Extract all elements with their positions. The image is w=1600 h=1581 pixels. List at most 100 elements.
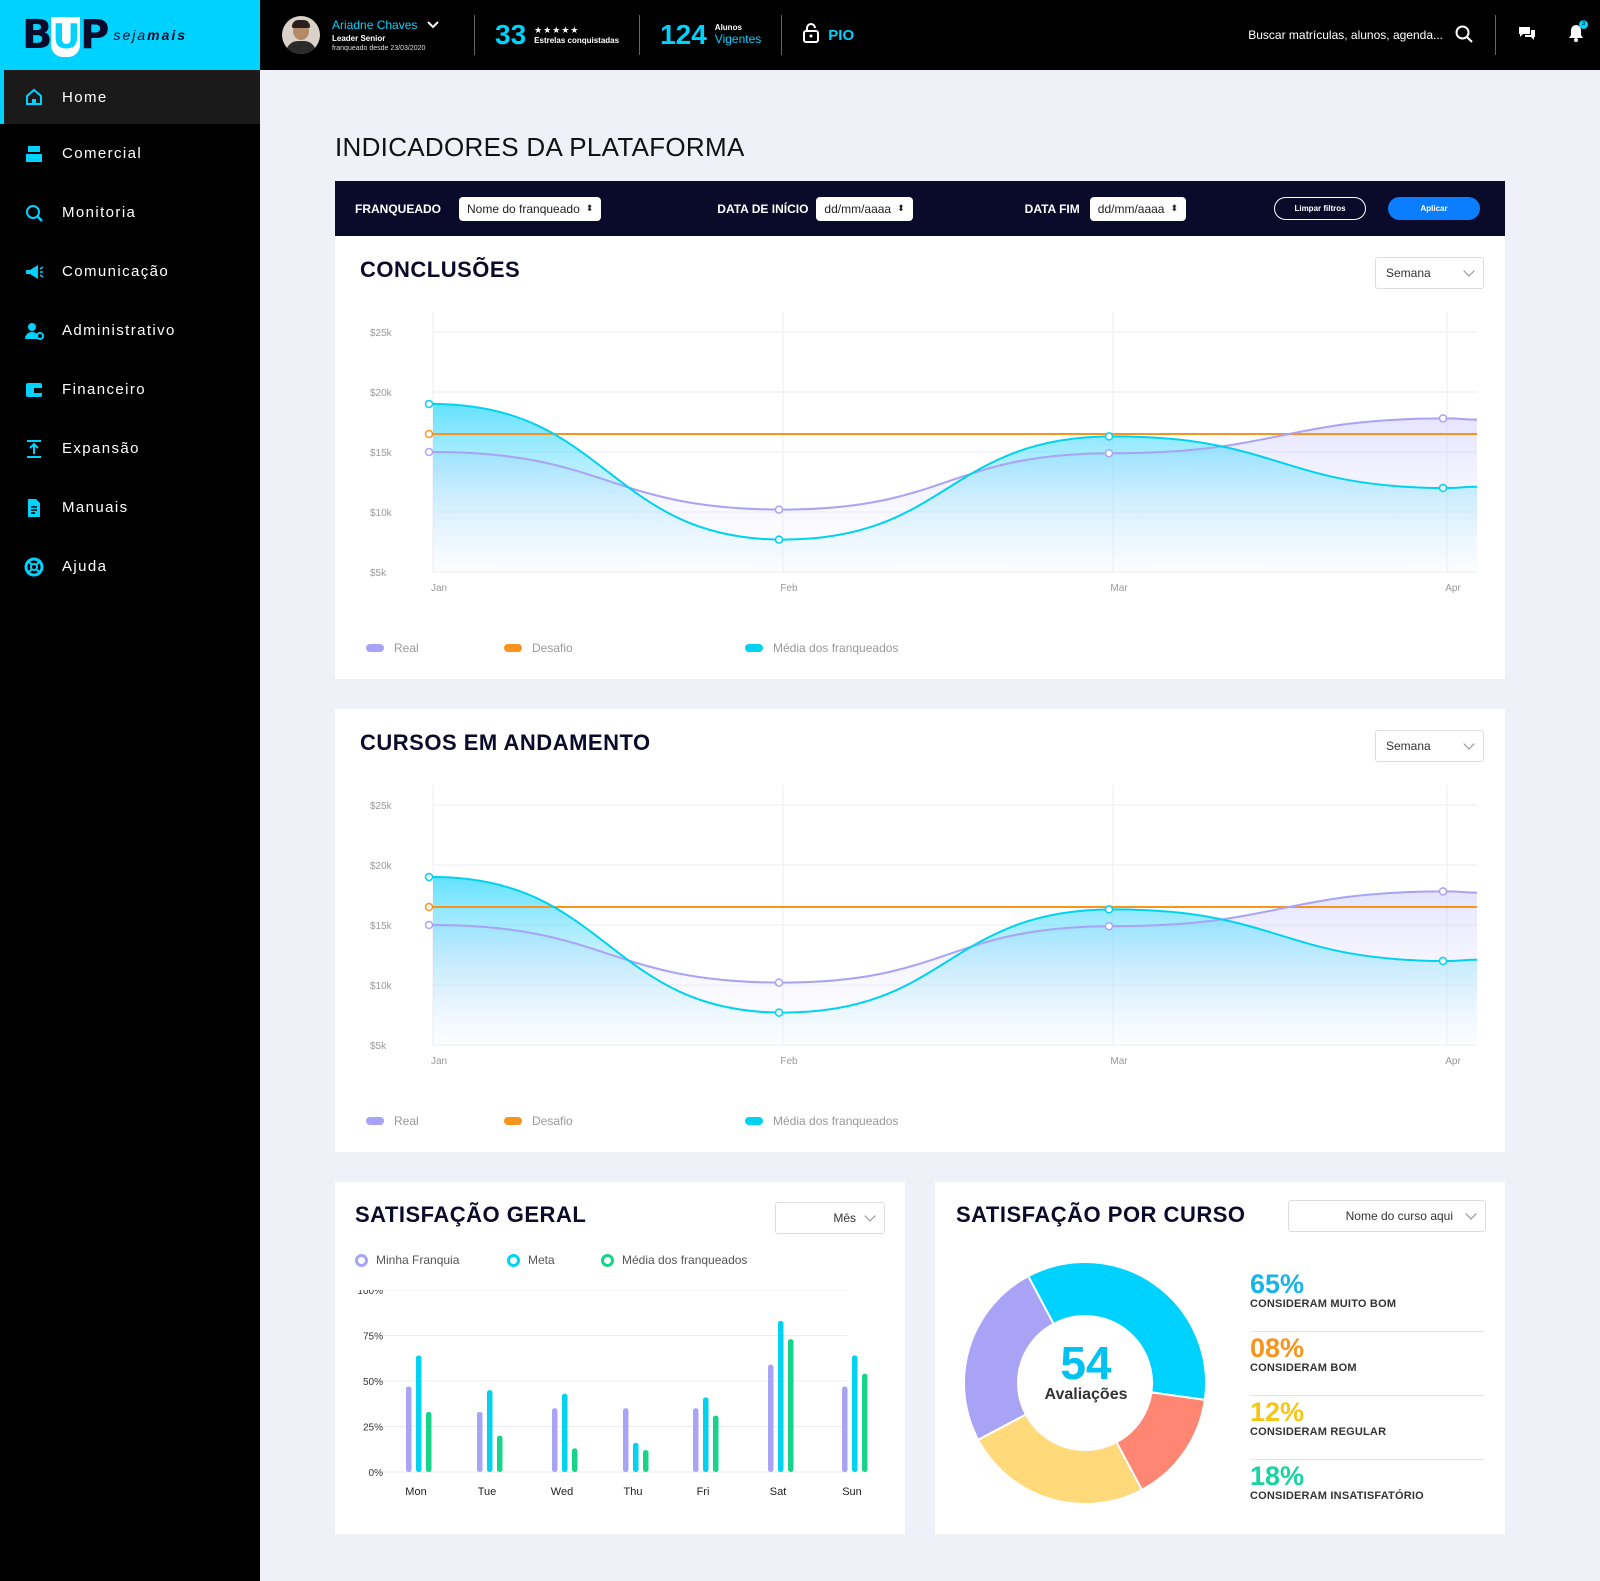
y-tick-label: $5k [370, 1041, 387, 1052]
star-icons: ★★★★★ [534, 25, 580, 35]
desafio-point [424, 902, 434, 912]
bar [788, 1339, 794, 1472]
updown-icon: ⬍ [897, 203, 905, 213]
lock-icon [802, 22, 820, 48]
bar [693, 1408, 699, 1472]
sidebar-item-home[interactable]: Home [0, 70, 260, 124]
bar [713, 1415, 719, 1472]
satisfacao-geral-card [335, 1182, 905, 1534]
search-box[interactable]: Buscar matrículas, alunos, agenda... [1248, 25, 1473, 46]
franqueado-select[interactable]: Nome do franqueado ⬍ [459, 196, 602, 221]
satisfaction-item: 65% CONSIDERAM MUITO BOM [1250, 1268, 1484, 1332]
sidebar-item-financeiro[interactable]: Financeiro [0, 360, 260, 419]
sidebar-item-label: Expansão [62, 440, 140, 457]
y-tick-label: $15k [370, 921, 393, 932]
conclusoes-period-select[interactable]: Semana [1375, 257, 1484, 289]
bar [416, 1355, 422, 1472]
search-input[interactable]: Buscar matrículas, alunos, agenda... [1248, 28, 1443, 42]
updown-icon: ⬍ [585, 203, 594, 213]
sidebar-item-comunicacao[interactable]: Comunicação [0, 242, 260, 301]
media-point [1438, 956, 1448, 966]
cursos-legend: Real Desafio Média dos franqueados [366, 1114, 898, 1128]
fim-value: dd/mm/aaaa [1097, 201, 1165, 216]
real-line [432, 417, 1478, 511]
apply-button[interactable]: Aplicar [1388, 197, 1481, 220]
chat-icon[interactable] [1518, 25, 1536, 46]
sidebar-item-manuais[interactable]: Manuais [0, 478, 260, 537]
chevron-down-icon [1465, 1208, 1477, 1220]
satisfaction-item: 12% CONSIDERAM REGULAR [1250, 1396, 1484, 1460]
y-tick-label: 100% [357, 1290, 383, 1297]
avatar[interactable] [282, 16, 320, 54]
desafio-point [424, 429, 434, 439]
user-menu[interactable]: Ariadne Chaves Leader Senior franqueado … [332, 18, 452, 52]
bar [623, 1408, 629, 1472]
inicio-value: dd/mm/aaaa [824, 201, 892, 216]
legend-desafio: Desafio [504, 641, 745, 655]
cursos-period-select[interactable]: Semana [1375, 730, 1484, 762]
search-icon[interactable] [1443, 25, 1473, 46]
satisfaction-label: CONSIDERAM MUITO BOM [1250, 1298, 1397, 1310]
sidebar-nav: Home Comercial Monitoria Comunicação Adminis… [0, 70, 260, 596]
bell-icon[interactable]: 3 [1568, 19, 1588, 47]
sidebar-item-label: Financeiro [62, 381, 147, 398]
x-tick-label: Jan [431, 583, 447, 594]
divider [639, 15, 641, 55]
period-value: Mês [833, 1211, 856, 1225]
satisfacao-period-select[interactable]: Mês [775, 1202, 885, 1234]
y-tick-label: 25% [363, 1423, 383, 1434]
satisfaction-percent: 65% [1250, 1269, 1305, 1299]
x-tick-label: Tue [478, 1486, 497, 1498]
students-count: 124 [660, 19, 707, 50]
chevron-down-icon[interactable] [427, 18, 440, 32]
stars-count: 33 [495, 19, 527, 50]
brand-logo[interactable]: BUP sejamais [0, 0, 260, 70]
x-tick-label: Thu [624, 1486, 643, 1498]
notification-badge: 3 [1579, 19, 1588, 29]
satisfacao-bar-chart: 100% 75% 50% 25% 0% Mon Tue Wed Thu Fri Sat Sun [357, 1290, 868, 1498]
user-gear-icon [24, 321, 44, 341]
x-tick-label: Sun [842, 1486, 862, 1498]
y-tick-label: $20k [370, 861, 393, 872]
satisfacao-percent-list: 65% CONSIDERAM MUITO BOM 08% CONSIDERAM BOM… [1250, 1268, 1484, 1524]
satisfaction-item: 08% CONSIDERAM BOM [1250, 1332, 1484, 1396]
clear-filters-button[interactable]: Limpar filtros [1274, 197, 1367, 220]
real-point [774, 978, 784, 987]
course-select[interactable]: Nome do curso aqui [1288, 1200, 1486, 1232]
bar [852, 1355, 858, 1472]
fim-date-field[interactable]: dd/mm/aaaa ⬍ [1089, 196, 1187, 221]
divider [474, 15, 475, 55]
bar [633, 1442, 639, 1472]
inicio-date-field[interactable]: dd/mm/aaaa ⬍ [816, 196, 913, 221]
pio-link[interactable]: PIO [802, 22, 854, 48]
satisfaction-percent: 18% [1250, 1461, 1305, 1491]
sidebar-item-administrativo[interactable]: Administrativo [0, 301, 260, 360]
x-tick-label: Fri [697, 1486, 710, 1498]
sidebar-item-comercial[interactable]: Comercial [0, 124, 260, 183]
sidebar-item-label: Comercial [62, 145, 143, 162]
legend-desafio: Desafio [504, 1114, 745, 1128]
bar [562, 1393, 568, 1472]
real-point [1438, 414, 1448, 423]
y-tick-label: $25k [370, 328, 393, 339]
bar [552, 1408, 558, 1472]
cursos-title: CURSOS EM ANDAMENTO [360, 730, 651, 755]
real-point [424, 920, 434, 930]
sidebar-item-label: Comunicação [62, 263, 170, 280]
bar [778, 1320, 784, 1472]
y-tick-label: $15k [370, 448, 393, 459]
bar [862, 1373, 868, 1472]
sidebar-item-monitoria[interactable]: Monitoria [0, 183, 260, 242]
bar [406, 1386, 412, 1472]
donut-center: 54 Avaliações [1038, 1340, 1134, 1404]
sidebar-item-expansao[interactable]: Expansão [0, 419, 260, 478]
sidebar-item-ajuda[interactable]: Ajuda [0, 537, 260, 596]
media-point [774, 1008, 784, 1017]
satisfacao-curso-title: SATISFAÇÃO POR CURSO [956, 1202, 1246, 1227]
megaphone-icon [24, 262, 44, 282]
legend-media: Média dos franqueados [745, 641, 898, 655]
y-tick-label: $10k [370, 981, 393, 992]
x-tick-label: Apr [1445, 583, 1461, 594]
media-line [432, 403, 1478, 541]
legend-real: Real [366, 641, 504, 655]
